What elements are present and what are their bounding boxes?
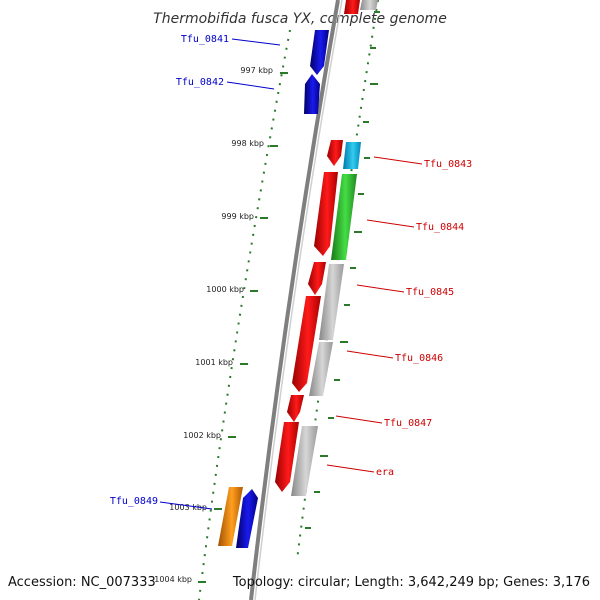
gene-tfu-0850[interactable]: [236, 489, 258, 548]
gene-tfu-0844[interactable]: [314, 172, 338, 256]
gene-tfu-0843[interactable]: [327, 140, 343, 166]
gene-era[interactable]: [275, 422, 299, 492]
gene-label-tfu-0843[interactable]: Tfu_0843: [424, 159, 472, 170]
gene-label-tfu-0846[interactable]: Tfu_0846: [395, 353, 443, 364]
gene-label-era[interactable]: era: [376, 467, 394, 478]
kbp-label: 998 kbp: [231, 139, 264, 148]
gene-label-tfu-0849[interactable]: Tfu_0849: [110, 496, 158, 507]
gene-tfu-0847[interactable]: [287, 395, 304, 422]
reverse-leader-lines: [326, 156, 423, 473]
gene-tfu-0846-annotation[interactable]: [309, 342, 333, 396]
kbp-label: 1004 kbp: [154, 575, 192, 584]
genome-backbone-highlight: [254, 0, 343, 600]
gene-label-tfu-0844[interactable]: Tfu_0844: [416, 222, 464, 233]
outer-tick-marks: [305, 11, 380, 529]
gene-label-tfu-0845[interactable]: Tfu_0845: [406, 287, 454, 298]
gene-tfu-0845-annotation[interactable]: [319, 264, 344, 340]
gene-tfu-0845[interactable]: [308, 262, 326, 295]
kbp-label: 999 kbp: [221, 212, 254, 221]
gene-tfu-0844-annotation[interactable]: [331, 174, 357, 260]
gene-label-tfu-0841[interactable]: Tfu_0841: [181, 34, 229, 45]
gene-label-tfu-0842[interactable]: Tfu_0842: [176, 77, 224, 88]
gene-tfu-0842[interactable]: [304, 74, 320, 114]
gene-era-annotation[interactable]: [291, 426, 318, 496]
gene-tfu-0843-annotation[interactable]: [343, 142, 361, 169]
kbp-label: 997 kbp: [240, 66, 273, 75]
map-title: Thermobifida fusca YX, complete genome: [153, 11, 447, 27]
forward-leader-lines: [159, 38, 281, 510]
kbp-label: 1000 kbp: [206, 285, 244, 294]
topology-label: Topology: circular; Length: 3,642,249 bp…: [232, 575, 590, 590]
gene-partial-top-gray[interactable]: [360, 0, 378, 10]
accession-label: Accession: NC_007333: [8, 575, 156, 590]
gene-tfu-0841[interactable]: [310, 30, 329, 75]
kbp-label: 1003 kbp: [169, 503, 207, 512]
genome-backbone: [249, 0, 340, 600]
kbp-label: 1001 kbp: [195, 358, 233, 367]
gene-partial-top-red[interactable]: [344, 0, 360, 14]
kbp-label: 1002 kbp: [183, 431, 221, 440]
gene-label-tfu-0847[interactable]: Tfu_0847: [384, 418, 432, 429]
kbp-tick-marks: [198, 72, 288, 583]
gene-tfu-0846[interactable]: [292, 296, 321, 392]
gene-tfu-0849[interactable]: [218, 487, 243, 546]
